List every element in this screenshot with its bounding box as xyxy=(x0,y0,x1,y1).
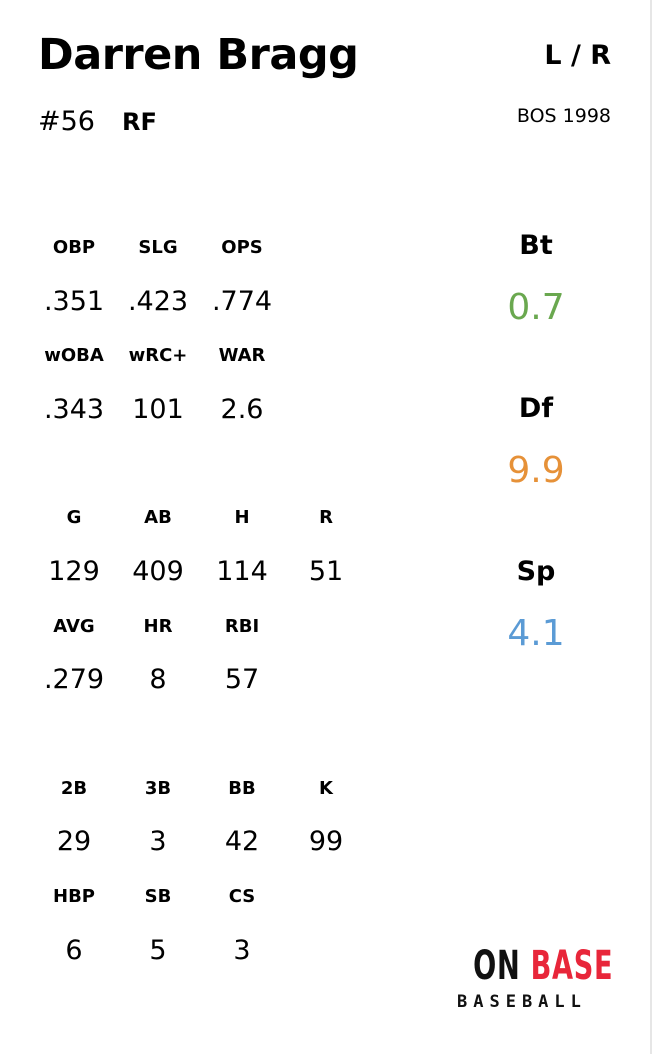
stat-value-hr: 8 xyxy=(149,664,167,695)
stat-value-k: 99 xyxy=(308,826,344,857)
jersey-number: #56 xyxy=(38,106,95,137)
stat-label-h: H xyxy=(234,507,250,528)
stat-value-3b: 3 xyxy=(149,826,167,857)
stat-value-sb: 5 xyxy=(149,935,167,966)
stat-value-slg: .423 xyxy=(127,286,189,317)
logo-base-text: BASE xyxy=(530,943,614,989)
stat-label-r: R xyxy=(319,507,333,528)
logo-on-text: ON xyxy=(473,943,521,989)
stat-label-ab: AB xyxy=(144,507,172,528)
player-name: Darren Bragg xyxy=(38,30,359,80)
bats-throws: L / R xyxy=(544,40,611,71)
stat-value-obp: .351 xyxy=(43,286,105,317)
stat-value-ab: 409 xyxy=(132,556,184,587)
stat-value-h: 114 xyxy=(216,556,268,587)
rating-label-speed: Sp xyxy=(516,556,556,587)
player-position: RF xyxy=(122,108,157,136)
stat-label-k: K xyxy=(319,778,333,799)
stat-label-war: WAR xyxy=(218,345,266,366)
stat-label-hr: HR xyxy=(143,616,173,637)
stat-label-sb: SB xyxy=(144,886,172,907)
logo-wordmark: ON BASE xyxy=(473,942,612,990)
stat-value-2b: 29 xyxy=(56,826,92,857)
stat-label-3b: 3B xyxy=(144,778,172,799)
stat-label-bb: BB xyxy=(228,778,256,799)
rating-label-defense: Df xyxy=(518,393,554,424)
rating-value-batting: 0.7 xyxy=(507,287,565,328)
stat-label-rbi: RBI xyxy=(224,616,260,637)
stat-value-ops: .774 xyxy=(211,286,273,317)
stat-value-r: 51 xyxy=(308,556,344,587)
stat-label-ops: OPS xyxy=(221,237,263,258)
team-year: BOS 1998 xyxy=(516,105,611,127)
stat-label-hbp: HBP xyxy=(53,886,95,907)
stat-label-woba: wOBA xyxy=(44,345,104,366)
stat-value-avg: .279 xyxy=(43,664,105,695)
stat-value-hbp: 6 xyxy=(65,935,83,966)
rating-value-defense: 9.9 xyxy=(507,450,565,491)
stat-label-g: G xyxy=(66,507,82,528)
stat-label-cs: CS xyxy=(228,886,256,907)
stat-value-rbi: 57 xyxy=(224,664,260,695)
stat-value-g: 129 xyxy=(48,556,100,587)
stat-label-avg: AVG xyxy=(53,616,95,637)
stat-value-wrc-plus: 101 xyxy=(132,394,184,425)
stat-value-cs: 3 xyxy=(233,935,251,966)
stat-value-bb: 42 xyxy=(224,826,260,857)
logo-baseball-text: BASEBALL xyxy=(457,992,587,1012)
stat-value-woba: .343 xyxy=(43,394,105,425)
on-base-baseball-logo: ON BASE BASEBALL xyxy=(453,942,613,1014)
stat-label-obp: OBP xyxy=(52,237,96,258)
rating-value-speed: 4.1 xyxy=(507,613,565,654)
stat-label-slg: SLG xyxy=(138,237,178,258)
stat-label-wrc-plus: wRC+ xyxy=(128,345,188,366)
stat-value-war: 2.6 xyxy=(220,394,264,425)
stat-label-2b: 2B xyxy=(60,778,88,799)
rating-label-batting: Bt xyxy=(519,230,553,261)
